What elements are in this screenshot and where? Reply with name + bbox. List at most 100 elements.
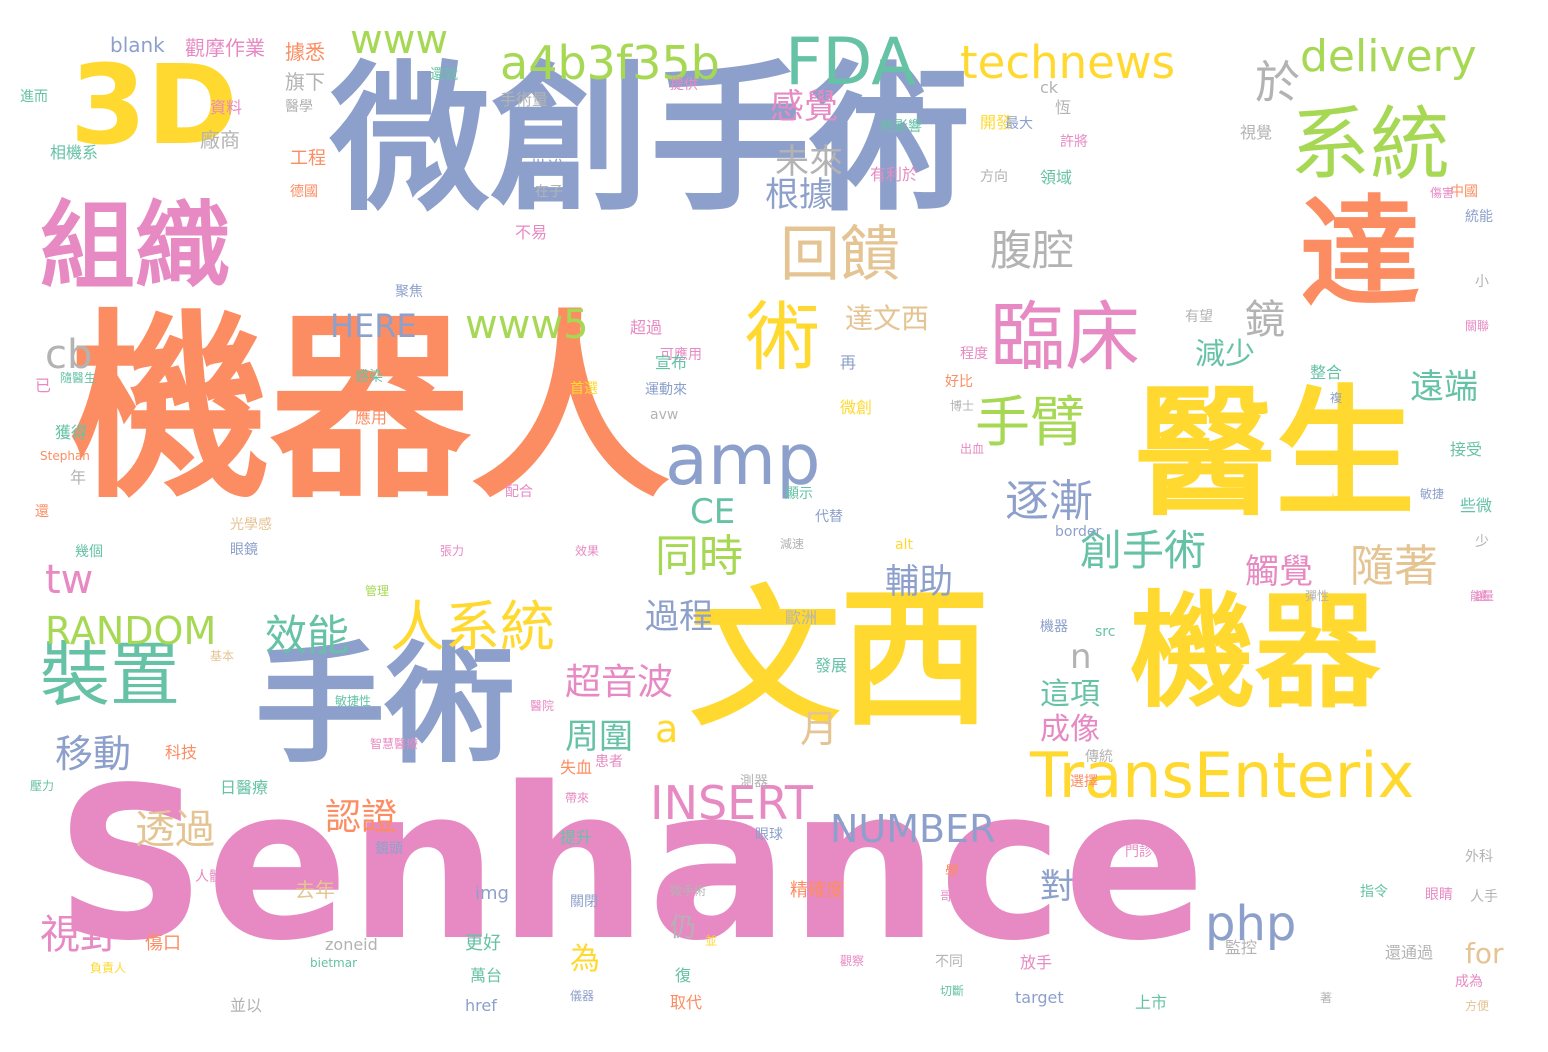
cloud-word: 微創 — [840, 398, 873, 417]
cloud-word: 關聯 — [1465, 319, 1490, 333]
cloud-word: 監控 — [1225, 938, 1258, 957]
cloud-word: 在子 — [535, 184, 563, 200]
cloud-word: 眼球 — [755, 827, 783, 843]
cloud-word: 組織 — [40, 192, 231, 302]
cloud-word: 科技 — [165, 743, 198, 762]
cloud-word: FDA — [785, 25, 916, 100]
cloud-word: 配合 — [505, 484, 533, 500]
cloud-word: 創手術 — [1080, 526, 1207, 575]
cloud-word: 提供 — [670, 77, 698, 93]
cloud-word: 德國 — [290, 184, 318, 200]
cloud-word: 發展 — [815, 656, 848, 675]
cloud-word: 達 — [1300, 185, 1420, 324]
cloud-word: 觀察 — [840, 954, 865, 968]
cloud-word: 眼鏡 — [230, 542, 258, 558]
cloud-word: bietmar — [310, 956, 358, 970]
cloud-word: 敏捷 — [1420, 487, 1445, 501]
cloud-word: alt — [895, 537, 913, 553]
cloud-word: 視野 — [40, 912, 120, 958]
cloud-word: 復 — [675, 966, 692, 985]
cloud-word: www — [350, 17, 449, 63]
cloud-word: 測器 — [740, 774, 768, 790]
cloud-word: 去年 — [295, 878, 335, 902]
cloud-word: 機器人 — [70, 293, 671, 526]
cloud-word: 系統 — [1290, 98, 1450, 191]
cloud-word: 醫學 — [285, 99, 313, 115]
cloud-word: 工程 — [290, 148, 326, 169]
cloud-word: cb — [45, 332, 93, 378]
cloud-word: 快 — [1330, 494, 1344, 510]
cloud-word: 月 — [800, 707, 839, 751]
cloud-word: 裝置 — [40, 634, 180, 716]
cloud-word: 許將 — [1060, 134, 1088, 150]
cloud-word: n — [1070, 637, 1092, 677]
cloud-word: INSERT — [650, 776, 813, 830]
cloud-word: 智慧醫療 — [370, 737, 419, 751]
cloud-word: 移動 — [55, 732, 132, 776]
cloud-word: 認證 — [325, 797, 398, 838]
cloud-word: 最大 — [1005, 116, 1033, 132]
cloud-word: 減少 — [1195, 337, 1255, 372]
cloud-word: 手術量 — [500, 90, 549, 109]
cloud-word: 人體 — [195, 869, 223, 885]
cloud-word: 複 — [1330, 391, 1343, 405]
cloud-word: 好比 — [945, 374, 973, 390]
cloud-word: 統能 — [1465, 209, 1493, 225]
cloud-word: 出血 — [960, 442, 985, 456]
cloud-word: blank — [110, 33, 165, 57]
cloud-word: 失血 — [560, 758, 593, 777]
cloud-word: 少 — [1475, 534, 1489, 550]
cloud-word: 並以 — [230, 996, 263, 1015]
cloud-word: 傷害 — [1430, 186, 1455, 200]
cloud-word: 微手術 — [670, 884, 707, 898]
cloud-word: 腹腔 — [990, 226, 1075, 275]
cloud-word: Stephan — [40, 449, 90, 463]
cloud-word: 讓 — [1475, 589, 1488, 603]
cloud-word: 達文西 — [845, 302, 930, 335]
cloud-word: 切斷 — [940, 984, 965, 998]
cloud-word: 著 — [1320, 991, 1333, 1005]
cloud-word: 人手 — [1470, 889, 1498, 905]
cloud-word: 人系統 — [390, 595, 556, 659]
cloud-word: 更好 — [465, 933, 501, 954]
cloud-word: 還 — [35, 504, 49, 520]
cloud-word: 周圍 — [565, 717, 633, 757]
cloud-word: 關閉 — [570, 894, 598, 910]
cloud-word: 帶來 — [565, 791, 590, 805]
cloud-word: 術 — [745, 293, 821, 381]
cloud-word: TransEnterix — [1030, 739, 1415, 812]
cloud-word: avw — [650, 407, 679, 423]
cloud-word: 隨著 — [1350, 541, 1438, 592]
cloud-word: 運動來 — [645, 382, 687, 398]
cloud-word: 3D — [70, 41, 238, 169]
cloud-word: 視覺 — [1240, 123, 1273, 142]
cloud-word: Senhance — [55, 742, 1206, 987]
cloud-word: 患者 — [595, 754, 623, 770]
cloud-word: 鏡 — [1245, 297, 1285, 343]
cloud-word: 獲得 — [55, 423, 88, 442]
cloud-word: 廠商 — [200, 128, 240, 152]
cloud-word: 學 — [945, 864, 959, 880]
cloud-word: 鏡頭 — [375, 841, 403, 857]
cloud-word: 文西 — [690, 573, 991, 747]
cloud-word: HERE — [330, 307, 417, 345]
cloud-word: 不同 — [935, 954, 963, 970]
cloud-word: 根據 — [765, 175, 833, 215]
cloud-word: 方向 — [980, 169, 1008, 185]
cloud-word: 門診 — [1125, 844, 1153, 860]
cloud-word: 小 — [1475, 274, 1489, 290]
cloud-word: 能量 — [1470, 589, 1495, 603]
cloud-word: 張力 — [440, 544, 465, 558]
cloud-word: target — [1015, 988, 1064, 1007]
cloud-word: 同時 — [655, 531, 743, 582]
cloud-word: NUMBER — [830, 807, 996, 851]
cloud-word: CE — [690, 492, 736, 532]
cloud-word: 機器 — [1130, 580, 1380, 725]
cloud-word: 提升 — [560, 828, 593, 847]
cloud-word: 上市 — [1135, 993, 1168, 1012]
cloud-word: 遠端 — [1410, 367, 1478, 407]
cloud-word: 這項 — [1040, 677, 1100, 712]
cloud-word: 為 — [570, 942, 600, 977]
cloud-word: 觸覺 — [1245, 552, 1313, 592]
cloud-word: 過程 — [645, 597, 713, 637]
